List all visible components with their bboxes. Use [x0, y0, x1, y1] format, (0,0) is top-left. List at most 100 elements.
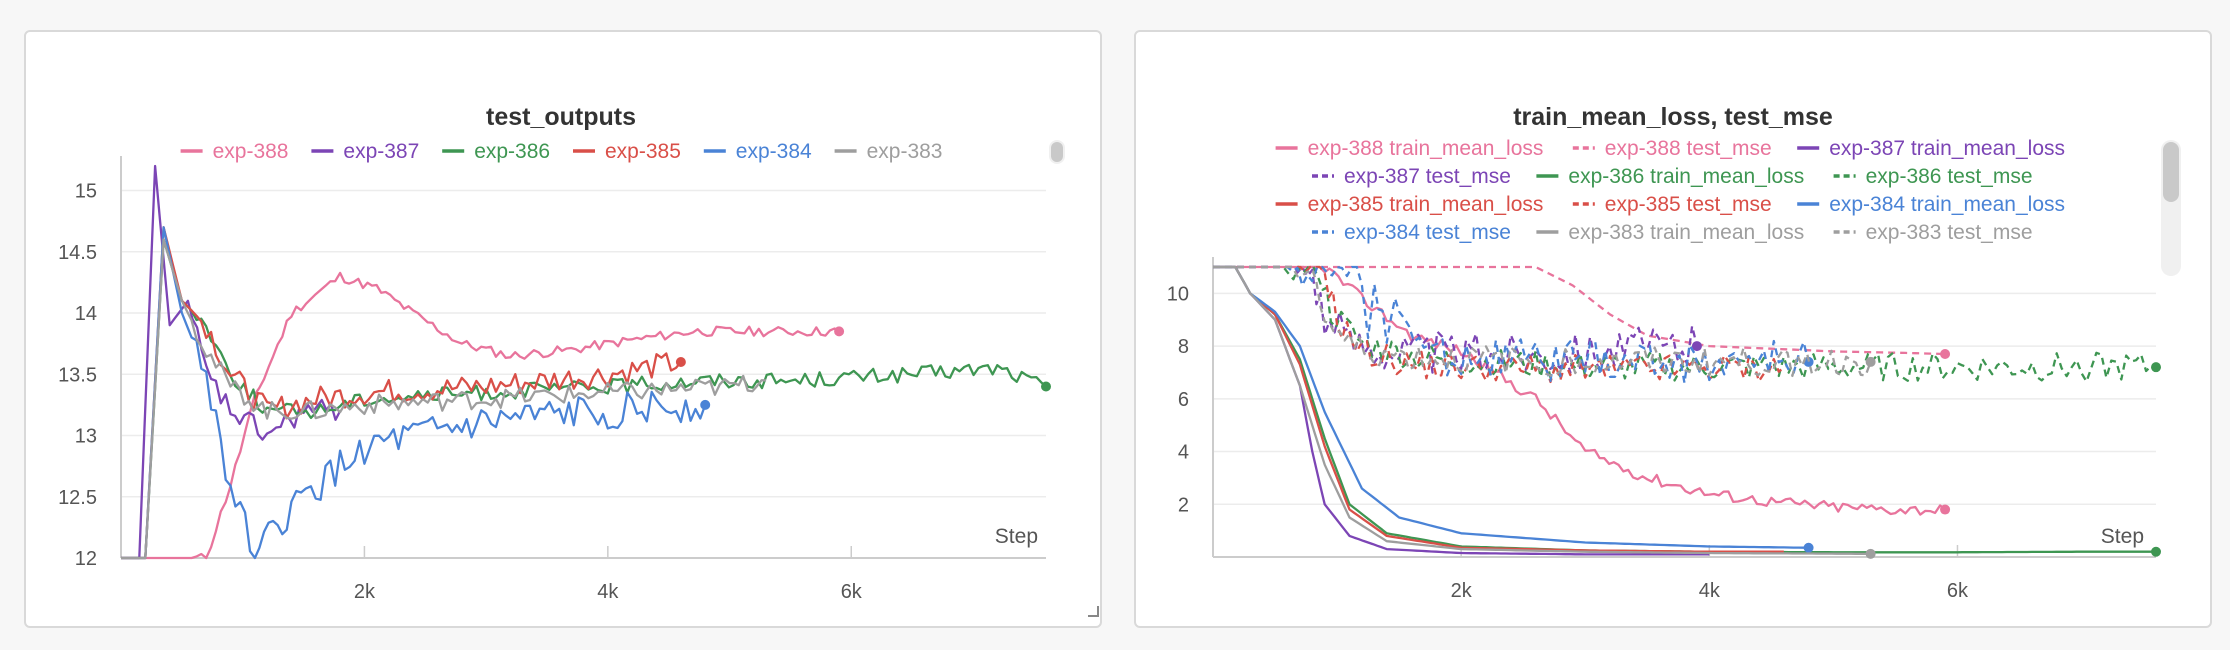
- series-end-marker-exp-386: [1041, 381, 1051, 392]
- legend-label: exp-387: [343, 140, 419, 163]
- y-tick-label: 10: [1167, 283, 1189, 305]
- legend-label: exp-387 test_mse: [1344, 165, 1511, 188]
- legend-item-exp-385[interactable]: exp-385: [573, 140, 681, 163]
- legend-label: exp-384 train_mean_loss: [1829, 193, 2065, 216]
- series-end-marker-exp-384-train-mean-loss: [1803, 542, 1814, 553]
- series-end-marker-exp-388-test-mse: [1940, 349, 1951, 359]
- series-line-exp-386-train-mean-loss: [1213, 265, 2156, 554]
- series-line-exp-383: [121, 238, 767, 560]
- series-line-exp-385: [121, 226, 682, 560]
- legend-scrollbar-thumb[interactable]: [1051, 142, 1063, 162]
- legend-item-exp-388-test-mse[interactable]: exp-388 test_mse: [1572, 137, 1772, 160]
- x-axis-label: Step: [995, 525, 1038, 548]
- series-line-exp-387-test-mse: [1213, 265, 1699, 375]
- legend-item-exp-387[interactable]: exp-387: [311, 140, 419, 163]
- series-end-marker-exp-386-train-mean-loss: [2151, 546, 2161, 557]
- y-tick-label: 6: [1178, 389, 1189, 411]
- legend-label: exp-385: [605, 140, 681, 163]
- x-tick-label: 6k: [841, 581, 863, 603]
- legend-item-exp-387-test-mse[interactable]: exp-387 test_mse: [1312, 165, 1511, 188]
- legend-item-exp-383[interactable]: exp-383: [834, 140, 943, 163]
- axes: 12 12.5 13 13.5 14 14.5 15 2k 4k 6k: [58, 156, 1046, 603]
- series-line-exp-388-test-mse: [1213, 265, 1946, 356]
- legend: exp-388 exp-387 exp-386 exp-385 exp-384 exp-3…: [180, 140, 943, 163]
- y-tick-label: 14.5: [58, 242, 97, 264]
- legend-label: exp-385 train_mean_loss: [1308, 193, 1544, 216]
- x-tick-label: 2k: [354, 581, 376, 603]
- test-outputs-chart: test_outputs exp-388 exp-387 exp-386 exp-38…: [58, 103, 1099, 617]
- series-end-marker-exp-384-test-mse: [1803, 356, 1814, 367]
- legend: exp-388 train_mean_loss exp-388 test_mse e…: [1275, 137, 2065, 244]
- series-end-marker-exp-388: [834, 326, 845, 337]
- y-tick-label: 12.5: [58, 487, 97, 509]
- grid: [1213, 292, 2156, 506]
- legend-item-exp-386-train-mean-loss[interactable]: exp-386 train_mean_loss: [1536, 165, 1804, 188]
- legend-item-exp-384[interactable]: exp-384: [703, 140, 812, 163]
- x-tick-label: 2k: [1451, 580, 1473, 602]
- series-end-marker-exp-385: [675, 357, 686, 367]
- x-tick-label: 4k: [597, 581, 619, 603]
- legend-label: exp-388: [213, 140, 289, 163]
- series-line-exp-384: [121, 226, 707, 560]
- series-line-exp-387-train-mean-loss: [1213, 265, 1710, 556]
- legend-label: exp-387 train_mean_loss: [1829, 137, 2065, 160]
- series-end-marker-exp-387-test-mse: [1691, 341, 1702, 352]
- axes: 2 4 6 8 10 2k 4k 6k: [1167, 257, 2156, 602]
- legend-label: exp-386 train_mean_loss: [1568, 165, 1804, 188]
- y-tick-label: 12: [75, 548, 97, 570]
- legend-item-exp-383-train-mean-loss[interactable]: exp-383 train_mean_loss: [1536, 221, 1804, 244]
- legend-label: exp-383 test_mse: [1866, 221, 2033, 244]
- series-line-exp-387: [121, 164, 342, 560]
- legend-item-exp-387-train-mean-loss[interactable]: exp-387 train_mean_loss: [1797, 137, 2065, 160]
- test-outputs-panel: test_outputs exp-388 exp-387 exp-386 exp-38…: [24, 30, 1102, 628]
- resize-handle-icon[interactable]: [1088, 606, 1099, 617]
- x-axis-label: Step: [2101, 525, 2144, 548]
- x-tick-label: 4k: [1699, 580, 1721, 602]
- plot-area: [121, 164, 1051, 560]
- series-line-exp-383-test-mse: [1213, 265, 1872, 378]
- y-tick-label: 13: [75, 426, 97, 448]
- legend-label: exp-383 train_mean_loss: [1568, 221, 1804, 244]
- series-end-marker-exp-388-train-mean-loss: [1940, 504, 1951, 515]
- legend-label: exp-385 test_mse: [1605, 193, 1772, 216]
- y-tick-label: 13.5: [58, 364, 97, 386]
- series-line-exp-384-train-mean-loss: [1213, 265, 1809, 549]
- legend-label: exp-388 train_mean_loss: [1308, 137, 1544, 160]
- legend-item-exp-388-train-mean-loss[interactable]: exp-388 train_mean_loss: [1275, 137, 1544, 160]
- y-tick-label: 2: [1178, 494, 1189, 516]
- plot-area: [1213, 265, 2161, 559]
- series-end-marker-exp-386-test-mse: [2151, 362, 2161, 373]
- legend-item-exp-384-train-mean-loss[interactable]: exp-384 train_mean_loss: [1797, 193, 2065, 216]
- y-tick-label: 8: [1178, 336, 1189, 358]
- series-line-exp-386: [121, 238, 1047, 560]
- legend-item-exp-386-test-mse[interactable]: exp-386 test_mse: [1833, 165, 2033, 188]
- x-tick-label: 6k: [1947, 580, 1969, 602]
- series-line-exp-384-test-mse: [1213, 265, 1810, 385]
- legend-item-exp-385-test-mse[interactable]: exp-385 test_mse: [1572, 193, 1772, 216]
- chart-title: train_mean_loss, test_mse: [1513, 103, 1833, 131]
- train-loss-test-mse-chart: train_mean_loss, test_mse exp-388 train_…: [1167, 103, 2181, 602]
- series-line-exp-388-train-mean-loss: [1213, 265, 1946, 516]
- legend-label: exp-386 test_mse: [1866, 165, 2033, 188]
- legend-label: exp-388 test_mse: [1605, 137, 1772, 160]
- train-loss-test-mse-panel: train_mean_loss, test_mse exp-388 train_…: [1134, 30, 2212, 628]
- series-line-exp-383-train-mean-loss: [1213, 265, 1871, 555]
- legend-item-exp-386[interactable]: exp-386: [442, 140, 550, 163]
- series-end-marker-exp-383-train-mean-loss: [1865, 548, 1876, 559]
- series-end-marker-exp-383-test-mse: [1865, 356, 1876, 367]
- series-line-exp-385-train-mean-loss: [1213, 265, 1784, 553]
- chart-title: test_outputs: [486, 103, 636, 131]
- legend-item-exp-384-test-mse[interactable]: exp-384 test_mse: [1312, 221, 1511, 244]
- legend-item-exp-388[interactable]: exp-388: [180, 140, 289, 163]
- legend-scrollbar-thumb[interactable]: [2163, 142, 2179, 202]
- series-end-marker-exp-384: [700, 399, 711, 410]
- legend-label: exp-386: [474, 140, 550, 163]
- legend-item-exp-385-train-mean-loss[interactable]: exp-385 train_mean_loss: [1275, 193, 1544, 216]
- legend-label: exp-384: [736, 140, 812, 163]
- y-tick-label: 14: [75, 303, 97, 325]
- legend-item-exp-383-test-mse[interactable]: exp-383 test_mse: [1833, 221, 2033, 244]
- legend-label: exp-384 test_mse: [1344, 221, 1511, 244]
- series-line-exp-386-test-mse: [1213, 265, 2157, 383]
- y-tick-label: 15: [75, 181, 97, 203]
- y-tick-label: 4: [1178, 442, 1189, 464]
